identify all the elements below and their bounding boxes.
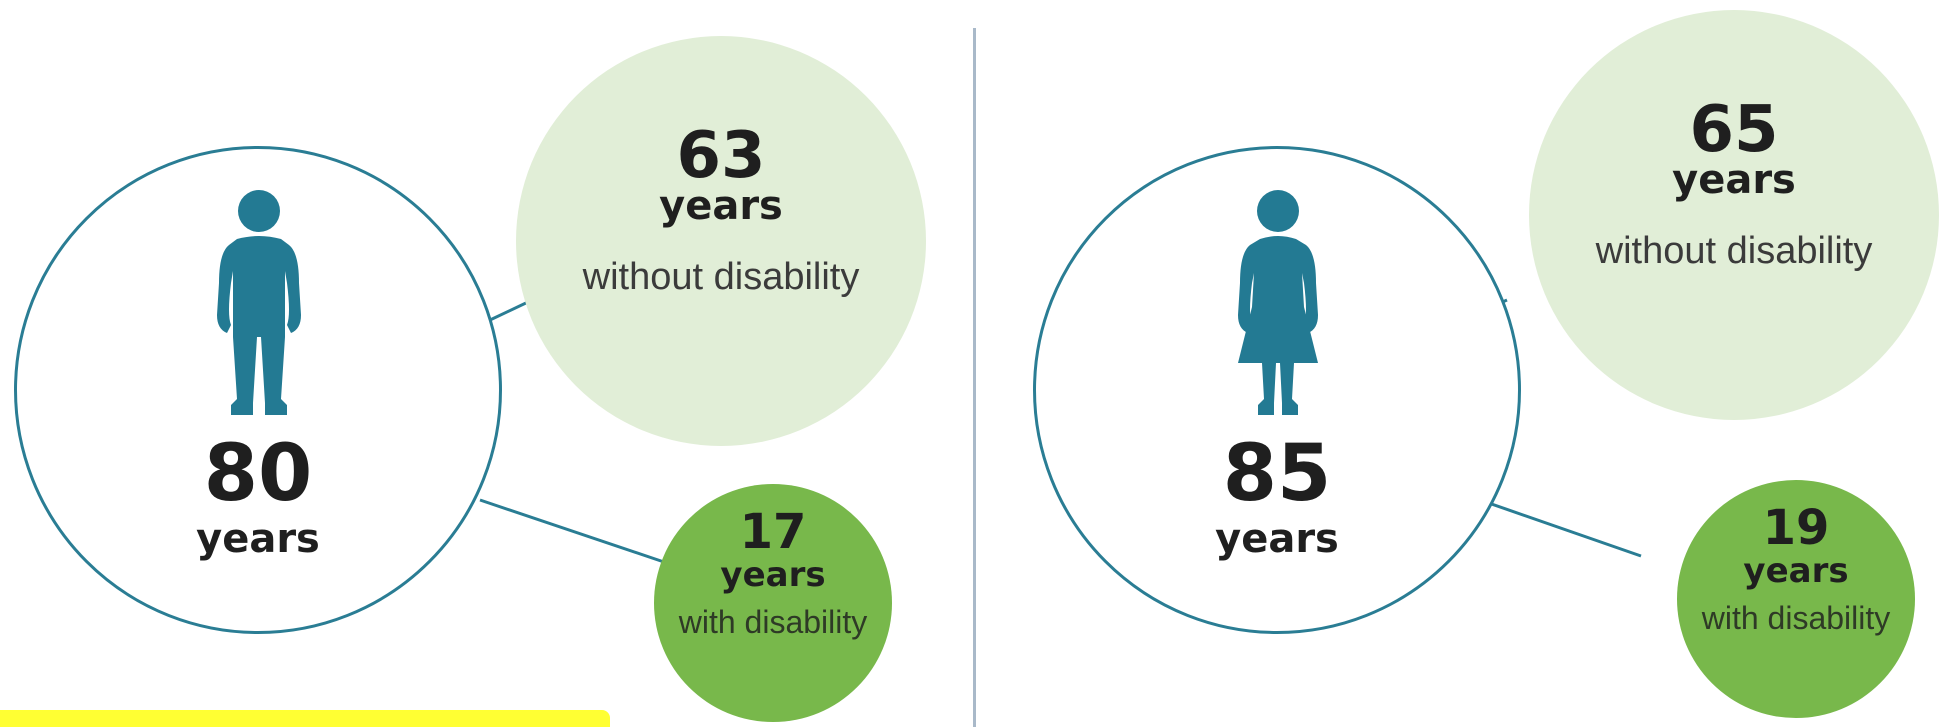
total-life-expectancy-circle: 85 years bbox=[1033, 146, 1521, 634]
male-panel: 63 years without disability 17 years wit… bbox=[0, 36, 926, 727]
panel-divider bbox=[973, 28, 976, 727]
without-disability-circle: 63 years without disability bbox=[516, 36, 926, 446]
with-disability-label: with disability bbox=[1701, 600, 1891, 636]
connector-lines bbox=[479, 300, 665, 564]
total-years-unit: years bbox=[1215, 516, 1339, 562]
without-disability-value: 63 bbox=[676, 119, 766, 193]
without-disability-unit: years bbox=[659, 183, 783, 229]
connector-without bbox=[489, 300, 529, 322]
without-disability-label: without disability bbox=[1595, 230, 1873, 272]
with-disability-circle: 19 years with disability bbox=[1677, 480, 1915, 718]
without-disability-label: without disability bbox=[582, 256, 860, 298]
highlight-bar bbox=[0, 710, 610, 727]
female-panel: 65 years without disability 19 years wit… bbox=[977, 0, 1954, 727]
with-disability-circle: 17 years with disability bbox=[654, 484, 892, 722]
female-figure-icon bbox=[1238, 190, 1318, 415]
with-disability-unit: years bbox=[1743, 551, 1849, 591]
without-disability-value: 65 bbox=[1689, 93, 1779, 167]
total-years-unit: years bbox=[196, 516, 320, 562]
with-disability-value: 19 bbox=[1762, 500, 1830, 556]
total-years-value: 85 bbox=[1222, 429, 1332, 519]
with-disability-unit: years bbox=[720, 555, 826, 595]
with-disability-value: 17 bbox=[739, 504, 807, 560]
total-life-expectancy-circle: 80 years bbox=[14, 146, 502, 634]
total-years-value: 80 bbox=[203, 429, 313, 519]
without-disability-circle: 65 years without disability bbox=[1529, 10, 1939, 420]
without-disability-unit: years bbox=[1672, 157, 1796, 203]
with-disability-label: with disability bbox=[678, 604, 868, 640]
connector-with bbox=[479, 498, 665, 564]
male-figure-icon bbox=[217, 190, 301, 415]
